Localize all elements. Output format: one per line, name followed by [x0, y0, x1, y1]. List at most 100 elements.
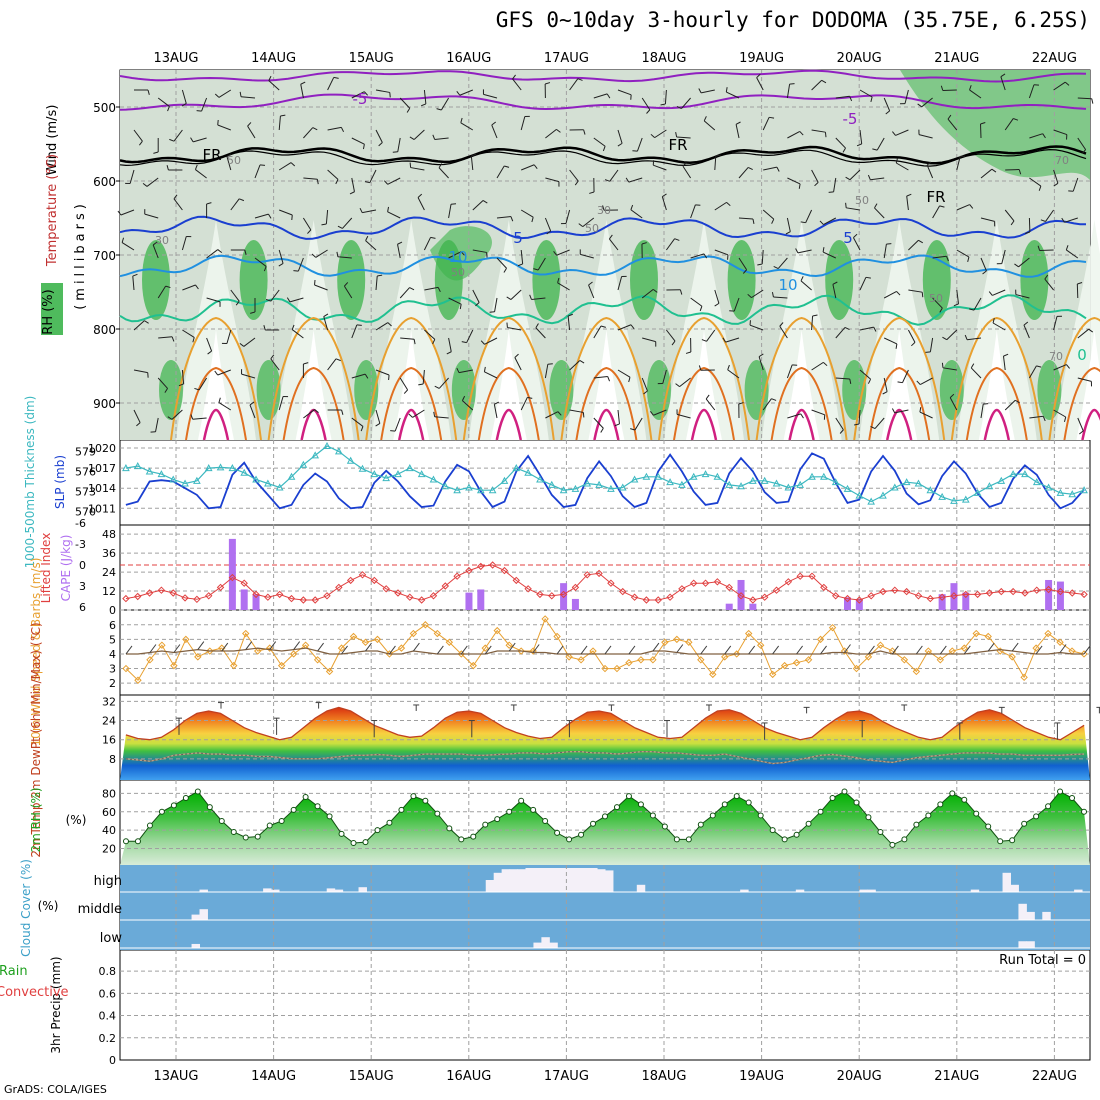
wind-barb — [797, 249, 812, 254]
wind-barb — [121, 242, 135, 251]
wind-barb-flag — [964, 334, 968, 340]
wind10m-speed-point — [373, 635, 382, 644]
wind-barb-flag — [607, 376, 611, 382]
wind-barb-flag — [771, 292, 774, 298]
cape-bar — [1045, 579, 1053, 610]
thickness-point — [145, 467, 154, 475]
date-label-bottom: 20AUG — [837, 1069, 882, 1084]
wind-barb-flag — [506, 296, 512, 300]
wind10m-speed-point — [637, 656, 645, 664]
pressure-tick-label: 900 — [93, 397, 116, 411]
wind-barb-flag — [280, 114, 286, 117]
wind-barb — [805, 209, 813, 223]
lifted-index-point — [760, 593, 769, 601]
wind-barb-flag — [608, 234, 613, 240]
wind-barb-flag — [853, 233, 858, 239]
rh2m-point — [422, 797, 429, 804]
upper-air-temp-label: Temperature (°C) — [45, 154, 60, 267]
wind10m-speed-point — [625, 659, 633, 667]
wind10m-speed-point — [649, 656, 657, 664]
wind-barb — [929, 337, 934, 352]
temp-contour-25 — [1063, 366, 1100, 441]
wind-barb-flag — [136, 422, 141, 427]
wind-barb-flag — [671, 340, 676, 346]
wind-barb-flag — [771, 218, 775, 224]
wind-barb — [365, 240, 377, 251]
wind-barb-flag — [557, 411, 562, 416]
thickness-point — [595, 480, 603, 488]
wind-barb — [664, 89, 667, 105]
cloud-bar-low — [541, 937, 550, 948]
temp2m-tick-label: 8 — [109, 753, 116, 766]
rh2m-point — [1033, 813, 1040, 820]
wind-barb-flag — [1088, 328, 1094, 333]
wind-barb-flag — [340, 127, 345, 133]
wind-barb-flag — [418, 383, 424, 386]
lifted-index-point — [394, 589, 402, 597]
wind-barb-flag — [504, 165, 510, 168]
rh2m-point — [997, 838, 1004, 845]
thickness-point — [618, 483, 627, 491]
rh-moist-cell — [532, 240, 561, 320]
thickness-point — [346, 456, 355, 464]
rh2m-point — [242, 834, 249, 841]
wind-barb — [1029, 415, 1044, 419]
date-label-bottom: 15AUG — [349, 1069, 394, 1084]
wind-barb — [908, 239, 919, 251]
wind-barb-flag — [812, 314, 818, 317]
wind-barb-flag — [556, 128, 561, 133]
rh-moist-cell — [337, 240, 366, 320]
wind-barb — [423, 89, 427, 104]
wind-barb — [706, 329, 716, 342]
wind10m-speed-point — [421, 621, 430, 629]
lifted-index-point — [441, 582, 450, 590]
cloud-bar-high — [636, 884, 646, 892]
wind-barb-flag — [545, 82, 551, 85]
rh2m-point — [518, 797, 525, 804]
wind-barb-flag — [321, 223, 327, 226]
wind-barb — [904, 89, 909, 104]
slp-thickness-panel: 1011 1014 1017 1020 570 573 576 579 — [75, 440, 1090, 525]
rh2m-point — [889, 841, 896, 848]
cloud-bar-high — [199, 889, 208, 892]
wind-barb — [786, 217, 791, 232]
wind-barb-flag — [600, 325, 606, 328]
wind-barb-flag — [641, 242, 647, 245]
wind-barb-flag — [725, 87, 728, 93]
wind-barb — [859, 326, 874, 331]
wind10m-panel: 23 4 56 — [109, 610, 1091, 695]
wind-barb-flag — [375, 423, 381, 427]
wind-barb — [777, 257, 788, 269]
rh2m-point — [362, 839, 369, 846]
cloud-bar-high — [605, 870, 614, 892]
thickness-point — [583, 479, 592, 487]
thickness-point — [311, 451, 320, 459]
wind10m-barb — [149, 644, 157, 653]
precip-axis-label: 3hr Precip (mm) — [49, 956, 63, 1053]
wind-barb-flag — [173, 194, 178, 200]
rh2m-point — [602, 813, 608, 820]
wind-barb — [247, 125, 256, 139]
lifted-index-point — [784, 578, 793, 586]
rh2m-point — [901, 836, 908, 843]
rh2m-point — [266, 822, 273, 829]
lifted-index-point — [737, 592, 745, 600]
wind-barb — [462, 400, 474, 411]
wind-barb-flag — [822, 247, 825, 253]
wind-barb-flag — [417, 193, 423, 198]
wind-barb-flag — [270, 354, 275, 360]
thickness-point — [133, 462, 142, 470]
wind-barb — [400, 337, 415, 340]
wind10m-speed-point — [481, 644, 489, 652]
rh2m-point — [817, 808, 824, 815]
wind-barb-flag — [546, 230, 551, 235]
wind-barb — [218, 89, 232, 98]
wind-barb-flag — [703, 116, 707, 122]
wind-barb — [193, 137, 207, 143]
wind-barb-flag — [483, 366, 486, 372]
wind-barb-flag — [363, 91, 369, 96]
wind-barb — [682, 165, 692, 179]
temp-contour-30 — [690, 408, 718, 441]
wind-barb — [787, 130, 800, 139]
wind10m-speed-point — [1044, 629, 1052, 638]
